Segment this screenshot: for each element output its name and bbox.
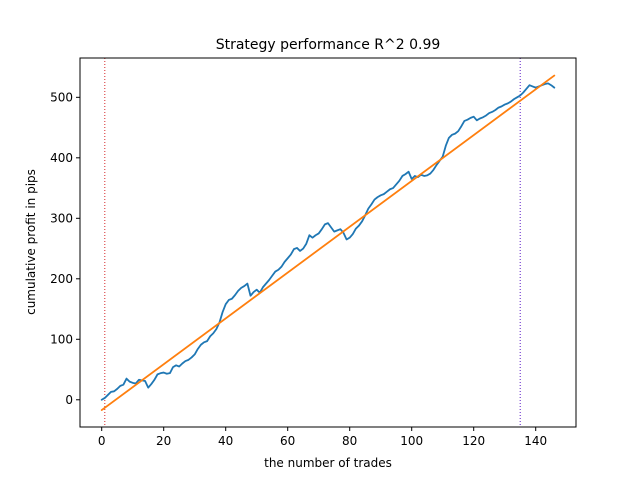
x-tick-label: 0 bbox=[98, 434, 106, 448]
y-tick-label: 100 bbox=[50, 332, 73, 346]
y-tick-label: 200 bbox=[50, 272, 73, 286]
y-tick-label: 400 bbox=[50, 151, 73, 165]
chart-title: Strategy performance R^2 0.99 bbox=[216, 37, 441, 53]
x-tick-label: 80 bbox=[342, 434, 357, 448]
x-tick-label: 120 bbox=[462, 434, 485, 448]
profit-series-line bbox=[100, 82, 556, 401]
x-axis-label: the number of trades bbox=[264, 456, 392, 470]
y-tick-label: 300 bbox=[50, 211, 73, 225]
x-tick-label: 40 bbox=[218, 434, 233, 448]
x-tick-label: 20 bbox=[156, 434, 171, 448]
x-tick-label: 60 bbox=[280, 434, 295, 448]
x-tick-label: 100 bbox=[400, 434, 423, 448]
y-tick-label: 500 bbox=[50, 90, 73, 104]
x-tick-label: 140 bbox=[524, 434, 547, 448]
y-axis-label: cumulative profit in pips bbox=[24, 169, 38, 315]
regression-fit-line bbox=[100, 74, 556, 411]
x-axis: 0 20 40 60 80 100 120 140 bbox=[98, 427, 547, 448]
y-tick-label: 0 bbox=[65, 393, 73, 407]
axes-frame bbox=[79, 57, 577, 428]
plot-area bbox=[100, 58, 556, 427]
y-axis: 0 100 200 300 400 500 bbox=[50, 90, 80, 407]
